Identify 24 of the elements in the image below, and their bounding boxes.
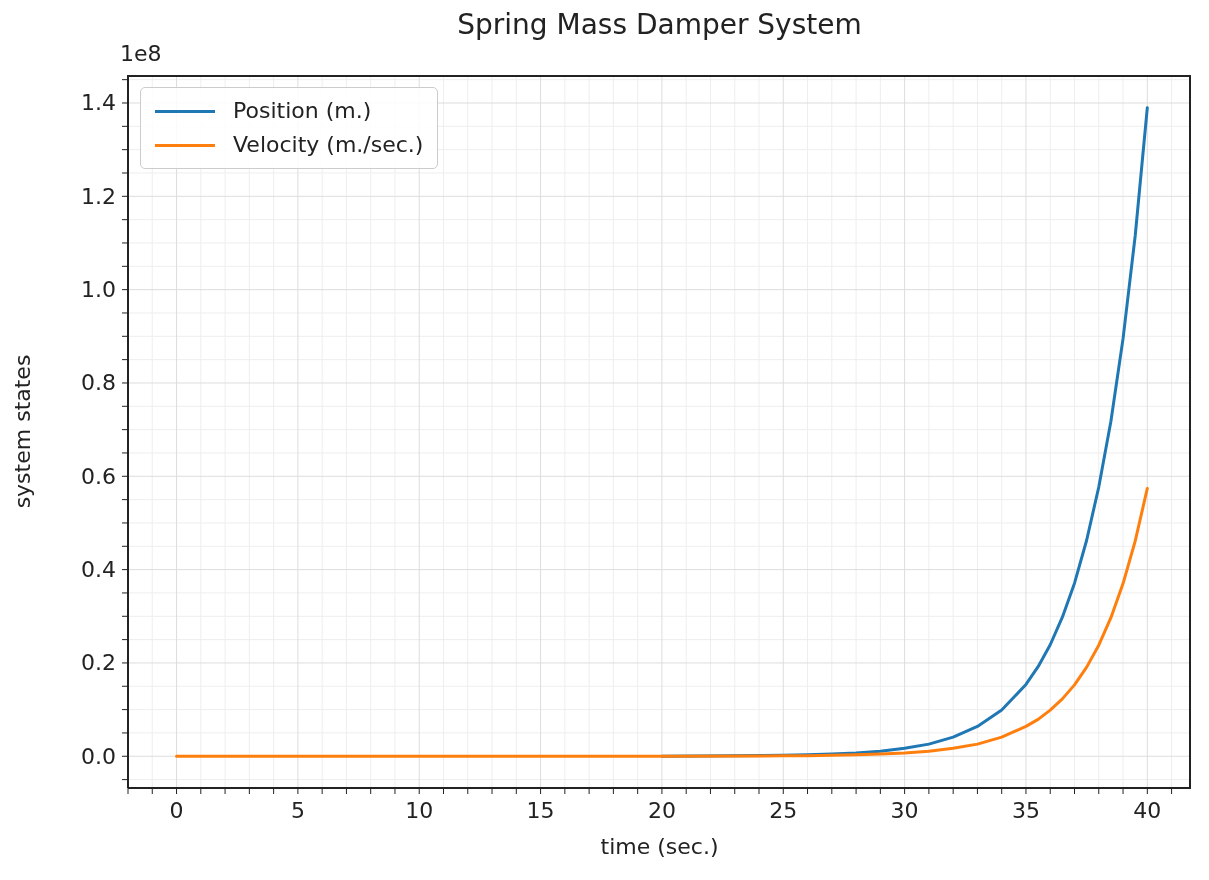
y-tick-label: 0.8 <box>81 370 116 396</box>
legend-label: Velocity (m./sec.) <box>233 131 424 159</box>
y-tick-label: 1.0 <box>81 277 116 303</box>
x-axis-title: time (sec.) <box>600 834 719 859</box>
y-tick-label: 0.2 <box>81 650 116 676</box>
line-series <box>175 486 1149 758</box>
y-tick-label: 1.4 <box>81 90 116 116</box>
y-tick-label: 0.6 <box>81 463 116 489</box>
y-tick-label: 1.2 <box>81 183 116 209</box>
x-tick-label: 40 <box>1133 798 1162 823</box>
x-tick-label: 30 <box>890 798 919 823</box>
x-tick-label: 5 <box>290 798 305 823</box>
x-tick-label: 20 <box>647 798 676 823</box>
chart-title: Spring Mass Damper System <box>457 8 862 41</box>
x-tick-label: 15 <box>526 798 555 823</box>
x-tick-label: 0 <box>169 798 184 823</box>
x-tick-label: 25 <box>769 798 798 823</box>
y-tick-label: 0.4 <box>81 557 116 583</box>
y-tick-label: 0.0 <box>81 743 116 769</box>
legend-label: Position (m.) <box>233 97 372 125</box>
x-tick-label: 10 <box>405 798 434 823</box>
text: 1e8 <box>120 41 162 66</box>
x-tick-label: 35 <box>1011 798 1040 823</box>
y-axis-title: system states <box>9 354 35 509</box>
